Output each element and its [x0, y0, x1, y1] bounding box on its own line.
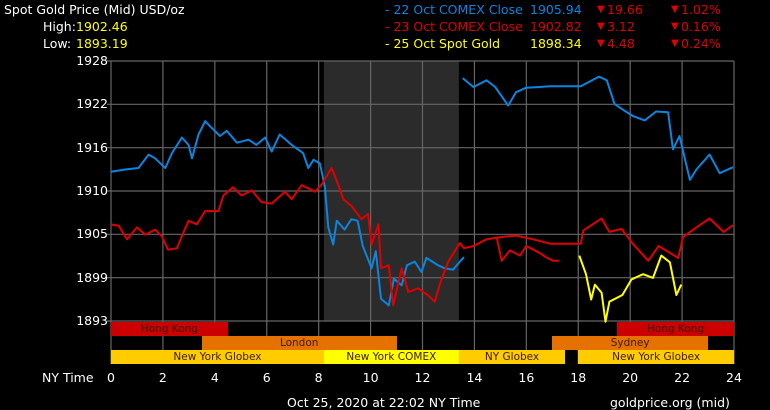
session-bar-london: London [201, 336, 397, 350]
series-line-22-oct-comex-close [110, 120, 465, 307]
legend-change: 19.66 [607, 2, 643, 17]
series-line-23-oct-comex-close [495, 236, 560, 262]
down-arrow-icon: ▼ [671, 4, 679, 15]
high-value: 1902.46 [76, 19, 128, 34]
x-tick-label: 18 [570, 370, 587, 385]
series-line-25-oct-spot-gold [578, 254, 683, 323]
session-bar-ny-globex: NY Globex [458, 350, 566, 364]
x-tick-label: 10 [362, 370, 379, 385]
y-tick-label: 1910 [76, 183, 108, 198]
down-arrow-icon: ▼ [671, 38, 679, 49]
x-tick-label: 2 [158, 370, 167, 385]
session-bar-hong-kong: Hong Kong [111, 322, 228, 336]
y-tick-label: 1922 [76, 96, 108, 112]
legend-value: 1898.34 [530, 36, 582, 51]
session-bar-new-york-comex: New York COMEX [323, 350, 459, 364]
legend-label: - 22 Oct COMEX Close [385, 2, 523, 17]
x-tick-label: 14 [466, 370, 483, 385]
chart-title: Spot Gold Price (Mid) USD/oz [4, 2, 185, 17]
x-tick-label: 22 [674, 370, 691, 385]
legend-value: 1902.82 [530, 19, 582, 34]
low-value: 1893.19 [76, 36, 128, 51]
x-tick-label: 0 [107, 370, 115, 385]
down-arrow-icon: ▼ [597, 21, 605, 32]
x-tick-label: 6 [262, 370, 271, 385]
x-tick-label: 12 [414, 370, 431, 385]
high-label: High: [43, 19, 76, 34]
legend-label: - 23 Oct COMEX Close [385, 19, 523, 34]
legend-change-percent: 0.24% [681, 36, 721, 51]
y-tick-label: 1928 [76, 53, 108, 68]
x-tick-label: 16 [518, 370, 535, 385]
legend-change: 3.12 [607, 19, 635, 34]
series-line-22-oct-comex-close [462, 75, 734, 181]
session-bar-sydney: Sydney [552, 336, 709, 350]
series-line-23-oct-comex-close [110, 167, 734, 307]
y-tick-label: 1899 [76, 269, 108, 285]
x-tick-label: 8 [314, 370, 323, 385]
y-tick-label: 1905 [76, 226, 108, 242]
x-tick-label: 4 [210, 370, 219, 385]
x-tick-label: 24 [726, 370, 742, 385]
session-bar-new-york-globex: New York Globex [111, 350, 324, 364]
legend-label: - 25 Oct Spot Gold [385, 36, 501, 51]
timestamp: Oct 25, 2020 at 22:02 NY Time [287, 395, 481, 410]
source-link[interactable]: goldprice.org (mid) [610, 395, 730, 410]
x-axis-label: NY Time [42, 370, 94, 385]
legend-value: 1905.94 [530, 2, 582, 17]
y-tick-label: 1893 [76, 313, 108, 328]
y-tick-label: 1916 [76, 139, 108, 155]
x-tick-label: 20 [622, 370, 639, 385]
legend-change-percent: 1.02% [681, 2, 721, 17]
session-bar-new-york-globex: New York Globex [578, 350, 734, 364]
down-arrow-icon: ▼ [671, 21, 679, 32]
session-bar-hong-kong: Hong Kong [617, 322, 734, 336]
legend-change-percent: 0.16% [681, 19, 721, 34]
down-arrow-icon: ▼ [597, 38, 605, 49]
low-label: Low: [43, 36, 72, 51]
legend-change: 4.48 [607, 36, 635, 51]
down-arrow-icon: ▼ [597, 4, 605, 15]
